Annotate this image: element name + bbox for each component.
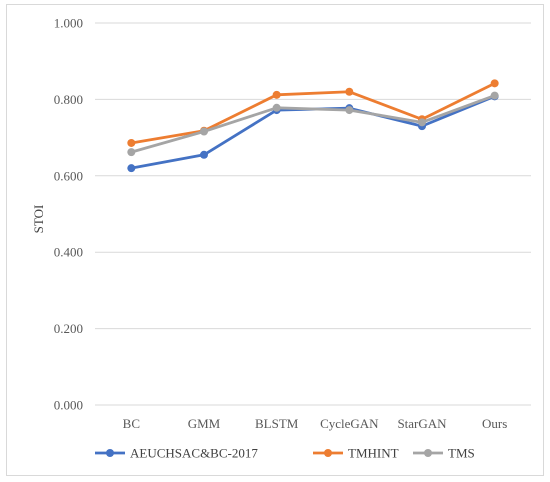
data-point bbox=[200, 150, 208, 159]
series-0 bbox=[127, 92, 499, 173]
x-tick-label: GMM bbox=[188, 416, 221, 431]
legend-marker bbox=[424, 449, 432, 457]
series-line bbox=[129, 94, 497, 154]
data-point bbox=[127, 138, 136, 147]
y-tick-label: 0.000 bbox=[54, 398, 83, 413]
x-tick-label: BC bbox=[123, 416, 140, 431]
legend-marker bbox=[106, 449, 114, 457]
legend: AEUCHSAC&BC-2017 TMHINT TMS bbox=[95, 446, 475, 461]
legend-marker bbox=[324, 449, 332, 457]
x-tick-label: CycleGAN bbox=[320, 416, 379, 431]
data-point bbox=[490, 91, 499, 100]
y-tick-label: 0.200 bbox=[54, 321, 83, 336]
data-point bbox=[345, 87, 354, 96]
data-point bbox=[345, 106, 354, 115]
chart-area: 0.000 0.200 0.400 0.600 0.800 1.000 BC GMM BLST… bbox=[6, 4, 544, 476]
line-chart: 0.000 0.200 0.400 0.600 0.800 1.000 BC GMM BLST… bbox=[31, 16, 531, 461]
x-tick-label: BLSTM bbox=[255, 416, 299, 431]
x-tick-label: Ours bbox=[482, 416, 507, 431]
x-axis-ticks: BC GMM BLSTM CycleGAN StarGAN Ours bbox=[123, 416, 508, 431]
data-point bbox=[490, 79, 499, 88]
y-tick-label: 0.600 bbox=[54, 168, 83, 183]
data-point bbox=[272, 90, 281, 99]
gridlines bbox=[95, 22, 531, 406]
data-series bbox=[127, 79, 499, 173]
legend-item: AEUCHSAC&BC-2017 bbox=[95, 446, 258, 461]
data-point bbox=[272, 103, 281, 112]
data-point bbox=[127, 148, 136, 157]
series-line bbox=[129, 81, 497, 145]
y-axis-title: STOI bbox=[31, 205, 46, 234]
y-tick-label: 0.800 bbox=[54, 92, 83, 107]
x-tick-label: StarGAN bbox=[397, 416, 447, 431]
series-2 bbox=[127, 91, 499, 157]
legend-label: TMS bbox=[448, 446, 475, 461]
y-tick-label: 0.400 bbox=[54, 245, 83, 260]
data-point bbox=[418, 118, 426, 127]
data-point bbox=[127, 164, 136, 173]
legend-label: AEUCHSAC&BC-2017 bbox=[130, 446, 258, 461]
data-point bbox=[200, 127, 208, 136]
y-tick-label: 1.000 bbox=[54, 16, 83, 31]
series-line bbox=[129, 94, 497, 170]
legend-item: TMS bbox=[413, 446, 475, 461]
legend-item: TMHINT bbox=[313, 446, 399, 461]
y-axis-ticks: 0.000 0.200 0.400 0.600 0.800 1.000 bbox=[54, 16, 83, 413]
legend-label: TMHINT bbox=[348, 446, 399, 461]
